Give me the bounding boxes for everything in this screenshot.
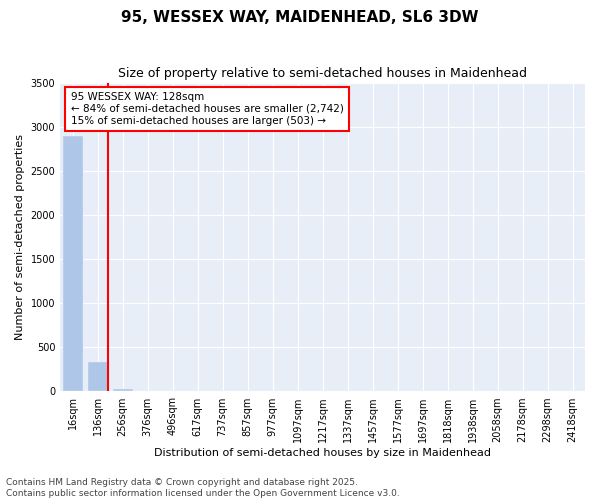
X-axis label: Distribution of semi-detached houses by size in Maidenhead: Distribution of semi-detached houses by …: [154, 448, 491, 458]
Text: 95, WESSEX WAY, MAIDENHEAD, SL6 3DW: 95, WESSEX WAY, MAIDENHEAD, SL6 3DW: [121, 10, 479, 25]
Bar: [62, 136, 83, 392]
Y-axis label: Number of semi-detached properties: Number of semi-detached properties: [15, 134, 25, 340]
Text: Contains HM Land Registry data © Crown copyright and database right 2025.
Contai: Contains HM Land Registry data © Crown c…: [6, 478, 400, 498]
Text: 95 WESSEX WAY: 128sqm
← 84% of semi-detached houses are smaller (2,742)
15% of s: 95 WESSEX WAY: 128sqm ← 84% of semi-deta…: [71, 92, 344, 126]
Bar: [113, 389, 133, 392]
Title: Size of property relative to semi-detached houses in Maidenhead: Size of property relative to semi-detach…: [118, 68, 527, 80]
Bar: [88, 362, 107, 392]
